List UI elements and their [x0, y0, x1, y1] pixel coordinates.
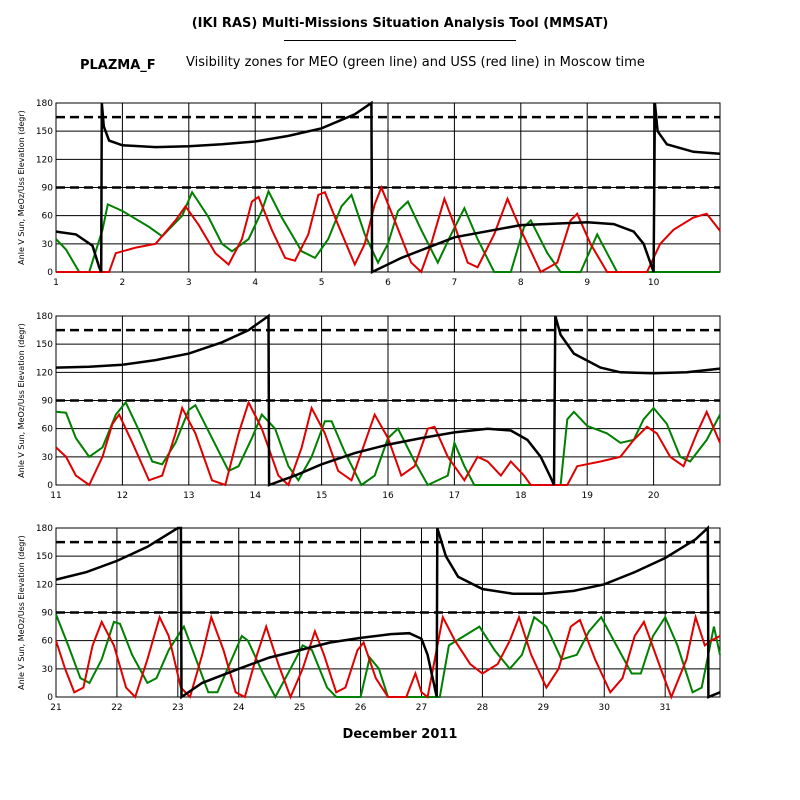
panel-3-y-axis-label: Anle V Sun, MeOz/Uss Elevation (degr) [17, 535, 26, 690]
title-underline [284, 40, 516, 41]
panel-2-x-tick-label: 14 [249, 491, 261, 501]
panel-1-x-tick-label: 1 [53, 278, 59, 288]
panel-3-y-tick-label: 30 [42, 665, 54, 675]
panel-3-x-tick-label: 24 [233, 703, 245, 713]
panel-1-x-tick-label: 9 [584, 278, 590, 288]
panel-1-y-tick-label: 60 [42, 212, 54, 222]
panel-3-y-tick-label: 120 [36, 580, 53, 590]
panel-2-y-tick-label: 0 [47, 481, 53, 491]
month-label: December 2011 [342, 727, 458, 742]
panel-2-x-tick-label: 19 [581, 491, 593, 501]
panel-3-meo-series [55, 614, 721, 700]
panel-1-x-tick-label: 4 [252, 278, 258, 288]
panel-1-y-tick-label: 30 [42, 240, 54, 250]
panel-2-y-tick-label: 90 [42, 397, 54, 407]
panel-1-x-tick-label: 3 [186, 278, 192, 288]
panel-3-x-tick-label: 26 [355, 703, 367, 713]
panel-1-y-tick-label: 150 [36, 127, 53, 137]
chart-title: (IKI RAS) Multi-Missions Situation Analy… [191, 16, 609, 31]
panel-1-sun-angle-series [55, 100, 721, 274]
panel-3-x-tick-label: 31 [659, 703, 670, 713]
panel-3-x-tick-label: 29 [538, 703, 550, 713]
panel-1-y-tick-label: 0 [47, 268, 53, 278]
panel-2-uss-series [55, 399, 721, 487]
panel-3-x-tick-label: 23 [172, 703, 183, 713]
panel-3-y-tick-label: 90 [42, 609, 54, 619]
panel-1-meo-series [55, 188, 720, 273]
panel-3-x-tick-label: 27 [416, 703, 427, 713]
panel-1-y-tick-label: 180 [36, 99, 53, 109]
panel-1-x-tick-label: 6 [385, 278, 391, 288]
panel-3-uss-series [55, 613, 721, 700]
panel-2-y-tick-label: 180 [36, 312, 53, 322]
panel-2-x-tick-label: 13 [183, 491, 194, 501]
panel-2-sun-angle-series [55, 313, 721, 487]
panel-3-x-tick-label: 30 [599, 703, 611, 713]
panel-3-sun-angle-series [55, 525, 721, 700]
panel-3-x-tick-label: 28 [477, 703, 489, 713]
panel-3-y-tick-label: 60 [42, 637, 54, 647]
panel-2-x-tick-label: 20 [648, 491, 660, 501]
chart-subtitle: Visibility zones for MEO (green line) an… [186, 55, 645, 70]
panel-2-x-tick-label: 11 [50, 491, 61, 501]
panel-2-y-tick-label: 30 [42, 453, 54, 463]
panel-2-x-tick-label: 12 [117, 491, 128, 501]
panel-2-y-tick-label: 120 [36, 368, 53, 378]
panel-3-x-tick-label: 22 [111, 703, 122, 713]
panel-1-x-tick-label: 2 [120, 278, 126, 288]
panel-2-x-tick-label: 17 [449, 491, 460, 501]
panel-1-y-tick-label: 90 [42, 184, 54, 194]
panel-1-y-axis-label: Anle V Sun, MeOz/Uss Elevation (degr) [17, 110, 26, 265]
satellite-name: PLAZMA_F [80, 58, 156, 73]
panel-3-y-tick-label: 180 [36, 524, 53, 534]
panel-1-x-tick-label: 8 [518, 278, 524, 288]
panel-2-x-tick-label: 18 [515, 491, 527, 501]
panel-1-x-tick-label: 10 [648, 278, 660, 288]
panel-1-x-tick-label: 7 [452, 278, 458, 288]
panel-1-x-tick-label: 5 [319, 278, 325, 288]
panel-3-x-tick-label: 21 [50, 703, 61, 713]
panel-3-y-tick-label: 0 [47, 693, 53, 703]
panel-1-y-tick-label: 120 [36, 155, 53, 165]
panel-2-y-tick-label: 60 [42, 425, 54, 435]
panel-2-y-axis-label: Anle V Sun, MeOz/Uss Elevation (degr) [17, 323, 26, 478]
panel-2-y-tick-label: 150 [36, 340, 53, 350]
panel-2-meo-series [55, 400, 721, 487]
panel-2-x-tick-label: 16 [382, 491, 394, 501]
panel-1-uss-series [56, 184, 721, 274]
panel-2-x-tick-label: 15 [316, 491, 327, 501]
panel-3-y-tick-label: 150 [36, 552, 53, 562]
panel-3-x-tick-label: 25 [294, 703, 305, 713]
